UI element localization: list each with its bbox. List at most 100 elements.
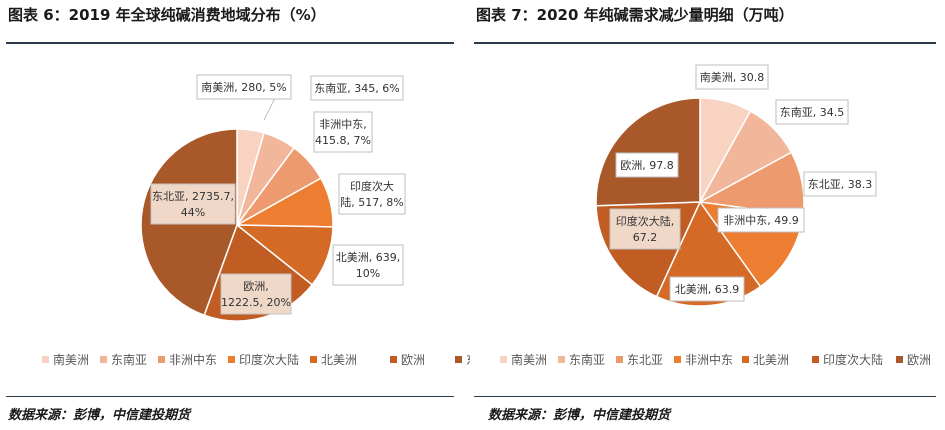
- legend-item-东南亚: 东南亚: [100, 352, 147, 367]
- legend-label: 东南亚: [569, 352, 605, 367]
- legend-item-南美洲: 南美洲: [42, 352, 89, 367]
- data-label-text: 东北亚, 38.3: [808, 178, 873, 191]
- legend-swatch: [228, 356, 235, 363]
- data-label-非洲中东: 非洲中东, 415.8, 7%: [313, 111, 373, 153]
- left-pie-chart: 南美洲, 280, 5% 东南亚, 345, 6% 非洲中东, 415.8, 7% 印度…: [42, 74, 470, 367]
- data-label-box: [803, 171, 877, 197]
- left-chart-title: 图表 6：2019 年全球纯碱消费地域分布（%）: [8, 6, 326, 24]
- data-label-box: [332, 244, 404, 286]
- right-chart-title: 图表 7：2020 年纯碱需求减少量明细（万吨）: [476, 6, 794, 24]
- data-label-box: [338, 173, 406, 215]
- legend-swatch: [558, 356, 565, 363]
- data-label-box: [196, 74, 292, 100]
- pie-slice-欧洲: [595, 97, 701, 207]
- data-label-text: 欧洲,: [243, 280, 269, 293]
- right-title-rule: [474, 42, 936, 44]
- legend-item-印度次大陆: 印度次大陆: [812, 352, 883, 367]
- data-label-box: [775, 99, 849, 125]
- legend-label: 东南亚: [111, 352, 147, 367]
- legend-item-非洲中东: 非洲中东: [674, 352, 733, 367]
- legend-swatch: [310, 356, 317, 363]
- data-label-text: 1222.5, 20%: [221, 296, 291, 309]
- data-label-北美洲: 北美洲, 639, 10%: [332, 244, 404, 286]
- legend-swatch: [812, 356, 819, 363]
- legend-swatch: [896, 356, 903, 363]
- data-label-text: 非洲中东, 49.9: [723, 214, 799, 227]
- data-label-text: 10%: [356, 267, 380, 280]
- data-label-box: [615, 152, 679, 178]
- legend-label: 欧洲: [401, 353, 425, 367]
- legend-label: 非洲中东: [685, 352, 733, 367]
- legend-item-北美洲: 北美洲: [310, 353, 357, 367]
- legend-swatch: [42, 356, 49, 363]
- data-label-box: [150, 183, 236, 225]
- data-label-text: 印度次大陆,: [616, 214, 675, 228]
- data-label-text: 东北亚, 2735.7,: [152, 190, 234, 203]
- data-label-text: 415.8, 7%: [315, 134, 371, 147]
- legend-swatch: [158, 356, 165, 363]
- legend-item-东北亚: 东北亚: [616, 353, 663, 367]
- legend-swatch: [100, 356, 107, 363]
- legend-label: 印度次大陆: [823, 352, 883, 367]
- legend-label: 欧洲: [907, 353, 931, 367]
- legend-item-欧洲: 欧洲: [390, 353, 425, 367]
- legend-label: 北美洲: [753, 353, 789, 367]
- data-label-box: [669, 276, 745, 302]
- legend-item-印度次大陆: 印度次大陆: [228, 352, 299, 367]
- legend-swatch: [674, 356, 681, 363]
- right-pie-chart: 南美洲, 30.8 东南亚, 34.5 东北亚, 38.3 非洲中东, 49.9 北美洲…: [500, 64, 931, 367]
- data-label-南美洲: 南美洲, 280, 5%: [196, 74, 292, 100]
- data-label-text: 非洲中东,: [319, 118, 367, 131]
- data-label-非洲中东: 非洲中东, 49.9: [717, 207, 805, 233]
- legend-item-非洲中东: 非洲中东: [158, 352, 217, 367]
- legend-item-东北亚: 东北亚: [455, 353, 470, 367]
- data-label-box: [310, 75, 404, 101]
- data-label-欧洲: 欧洲, 1222.5, 20%: [220, 273, 292, 315]
- left-source-rule: [6, 396, 454, 397]
- data-label-text: 44%: [181, 206, 205, 219]
- legend-item-欧洲: 欧洲: [896, 353, 931, 367]
- data-label-text: 东南亚, 345, 6%: [314, 82, 399, 95]
- legend-swatch: [500, 356, 507, 363]
- legend-label: 非洲中东: [169, 352, 217, 367]
- data-label-text: 东南亚, 34.5: [780, 106, 845, 119]
- data-label-北美洲: 北美洲, 63.9: [669, 276, 745, 302]
- data-label-text: 南美洲, 280, 5%: [201, 81, 286, 94]
- data-label-text: 67.2: [633, 231, 658, 244]
- data-label-text: 北美洲, 639,: [336, 251, 401, 264]
- data-label-东北亚: 东北亚, 2735.7, 44%: [150, 183, 236, 225]
- legend-label: 印度次大陆: [239, 352, 299, 367]
- data-label-box: [313, 111, 373, 153]
- legend-item-南美洲: 南美洲: [500, 352, 547, 367]
- data-label-box: [220, 273, 292, 315]
- legend-item-东南亚: 东南亚: [558, 352, 605, 367]
- right-source-note: 数据来源：彭博，中信建投期货: [488, 408, 671, 423]
- legend-label: 北美洲: [321, 353, 357, 367]
- left-title-rule: [6, 42, 454, 44]
- data-label-印度次大陆: 印度次大陆, 517, 8%: [338, 173, 406, 215]
- legend-swatch: [616, 356, 623, 363]
- data-label-东北亚: 东北亚, 38.3: [803, 171, 877, 197]
- legend-label: 南美洲: [53, 352, 89, 367]
- right-source-rule: [474, 396, 936, 397]
- data-label-南美洲: 南美洲, 30.8: [695, 64, 769, 90]
- data-label-box: [717, 207, 805, 233]
- data-label-text: 南美洲, 30.8: [700, 71, 765, 84]
- legend-label: 南美洲: [511, 352, 547, 367]
- data-label-box: [609, 208, 681, 250]
- legend-swatch: [455, 356, 462, 363]
- data-label-欧洲: 欧洲, 97.8: [615, 152, 679, 178]
- data-label-印度次大陆: 印度次大陆, 67.2: [609, 208, 681, 250]
- data-label-text: 陆, 517, 8%: [340, 195, 403, 209]
- legend-label: 东北亚: [466, 353, 470, 367]
- data-label-东南亚: 东南亚, 34.5: [775, 99, 849, 125]
- data-label-text: 印度次大: [350, 179, 394, 193]
- data-label-text: 北美洲, 63.9: [675, 283, 740, 296]
- data-label-box: [695, 64, 769, 90]
- legend-swatch: [742, 356, 749, 363]
- data-label-text: 欧洲, 97.8: [620, 159, 674, 172]
- legend-item-北美洲: 北美洲: [742, 353, 789, 367]
- legend-swatch: [390, 356, 397, 363]
- left-source-note: 数据来源：彭博，中信建投期货: [8, 408, 191, 423]
- data-label-东南亚: 东南亚, 345, 6%: [310, 75, 404, 101]
